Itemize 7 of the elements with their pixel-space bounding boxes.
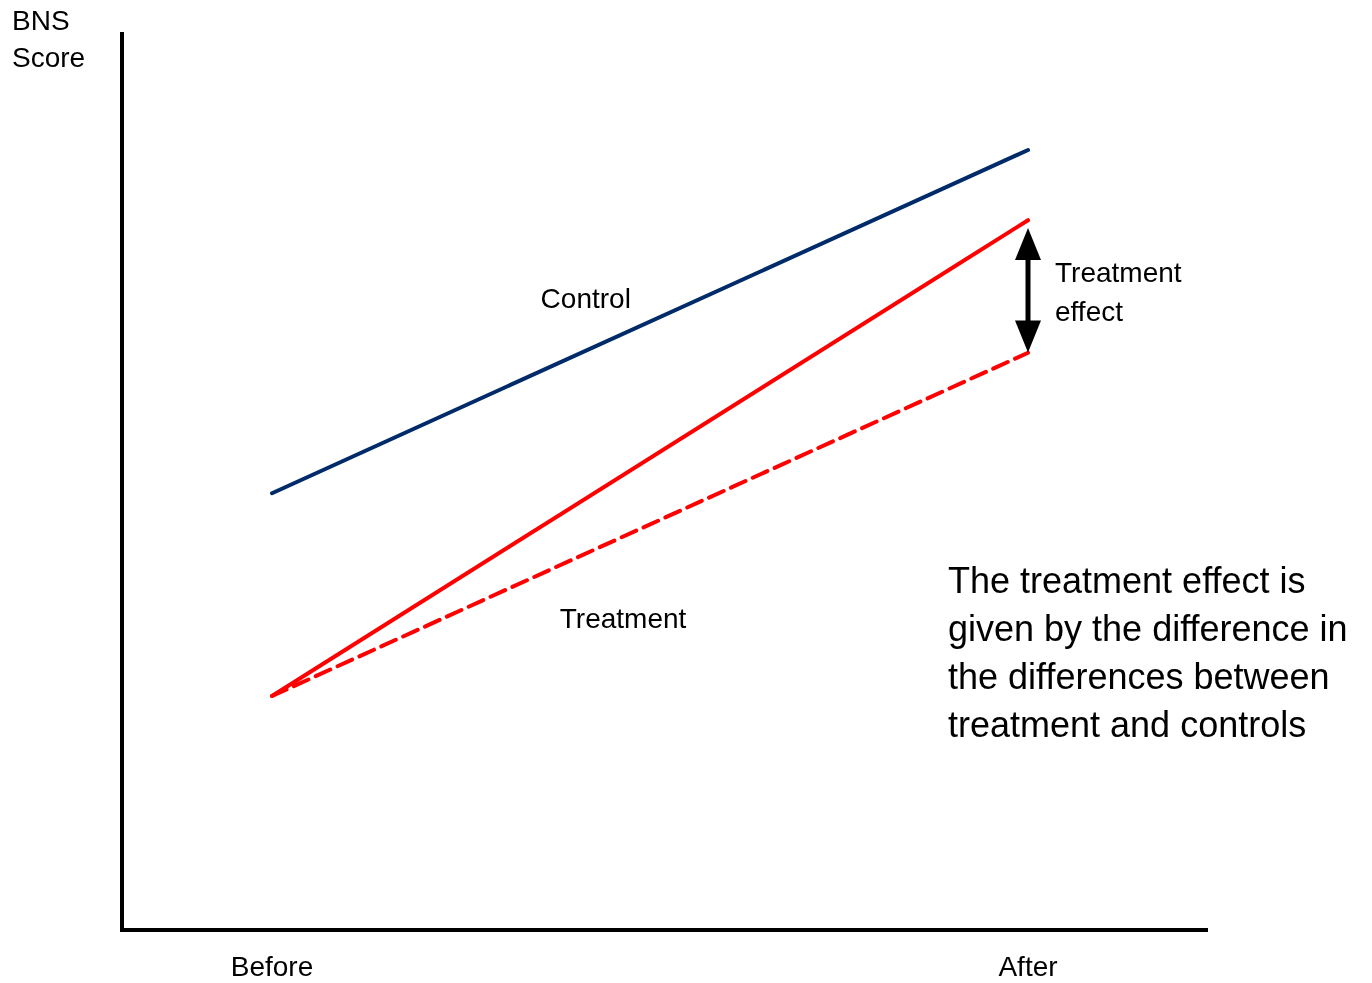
- annotation: Treatment effect: [1055, 256, 1183, 329]
- x-tick-label: After: [998, 950, 1058, 982]
- y-axis-title: BNS Score: [12, 4, 87, 75]
- x-tick-label: Before: [230, 950, 314, 982]
- annotation: The treatment effect is given by the difference in the differences between treatment and controls: [948, 559, 1349, 747]
- text: Treatment: [559, 603, 687, 636]
- series-label: Control: [539, 282, 632, 315]
